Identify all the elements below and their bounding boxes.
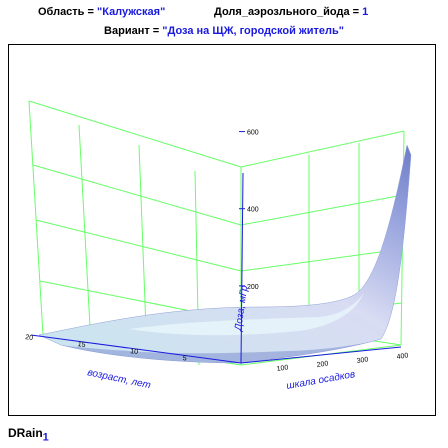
series-name: DRain1 <box>8 426 49 443</box>
x-tick-label: 20 <box>25 334 34 342</box>
y-tick-label: 400 <box>396 352 409 361</box>
y-tick-label: 100 <box>276 364 289 373</box>
grid-line <box>32 164 242 226</box>
y-axis-line <box>240 346 402 364</box>
surface-group <box>38 144 412 364</box>
x-tick-label: 15 <box>77 341 86 349</box>
grid-line <box>240 194 404 226</box>
tick-group: 200 400 600 20 15 10 5 100 200 300 400 <box>25 130 409 373</box>
grid-line <box>78 124 92 346</box>
region-value: "Калужская" <box>97 6 166 18</box>
series-name-text: DRain <box>8 426 43 440</box>
dose-surface-shade <box>61 339 381 363</box>
region-label: Область = <box>38 6 97 18</box>
x-tick-label: 5 <box>182 355 187 362</box>
z-tick-label: 400 <box>247 207 259 214</box>
variant-value: "Доза на ЩЖ, городской житель" <box>162 25 344 37</box>
plot-frame: 200 400 600 20 15 10 5 100 200 300 400 Доза, мГр в… <box>8 44 436 416</box>
series-name-subscript: 1 <box>42 431 49 444</box>
y-axis-label: шкала осадков <box>286 369 356 392</box>
grid-line <box>240 248 403 272</box>
dose-surface-highlight <box>129 293 364 336</box>
grid-line <box>28 100 44 336</box>
y-tick-label: 300 <box>356 356 369 365</box>
share-field: Доля_аэрозльного_йода = 1 <box>214 6 368 18</box>
z-tick-label: 200 <box>247 284 259 291</box>
share-label: Доля_аэрозльного_йода = <box>214 6 363 18</box>
x-axis-line <box>30 334 242 364</box>
grid-line <box>240 130 405 168</box>
z-axis-line <box>240 172 244 364</box>
y-tick-label: 200 <box>316 360 329 369</box>
variant-label: Вариант = <box>104 25 163 37</box>
x-axis-label: возраст, лет <box>86 367 151 391</box>
z-tick-label: 600 <box>247 130 259 137</box>
grid-line <box>28 100 242 168</box>
share-value: 1 <box>362 6 369 18</box>
grid-line <box>35 219 242 272</box>
header-row-2: Вариант = "Доза на ЩЖ, городской житель" <box>0 25 448 37</box>
axes <box>30 172 402 364</box>
region-field: Область = "Калужская" <box>38 6 165 18</box>
x-tick-label: 10 <box>130 348 139 356</box>
